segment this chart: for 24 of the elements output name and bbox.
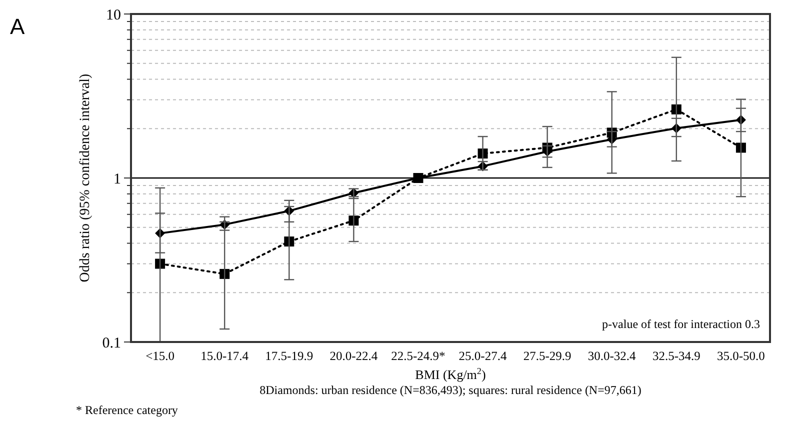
x-tick-label: 30.0-32.4 — [588, 349, 637, 363]
point — [155, 258, 166, 269]
x-tick-label: 25.0-27.4 — [458, 349, 508, 363]
y-tick-label: 0.1 — [102, 335, 121, 352]
x-tick-label: 35.0-50.0 — [716, 349, 765, 363]
y-tick-label: 10 — [106, 7, 121, 24]
text: 8Diamonds: urban residence (N=836,493); squares: rural residence (N=97,661) — [260, 383, 642, 397]
y-tick-label: 1 — [114, 171, 121, 188]
x-tick-label: 27.5-29.9 — [523, 349, 572, 363]
x-axis-title: BMI (Kg/m$^{2}$) — [415, 366, 486, 382]
x-tick-label: 17.5-19.9 — [265, 349, 314, 363]
annotation: p-value of test for interaction 0.3 — [602, 317, 760, 331]
point — [220, 268, 230, 279]
point — [284, 236, 294, 247]
x-tick-label: 32.5-34.9 — [652, 349, 700, 363]
x-tick-label: 20.0-22.4 — [330, 349, 378, 363]
x-tick-label: 15.0-17.4 — [200, 349, 250, 363]
text: A — [10, 14, 25, 39]
x-tick-label: <15.0 — [146, 349, 175, 363]
point — [736, 142, 746, 153]
y-axis-title: Odds ratio (95% confidence interval) — [78, 73, 93, 282]
text: * Reference category — [76, 403, 178, 417]
x-tick-label: 22.5-24.9* — [391, 349, 446, 363]
point — [671, 104, 682, 114]
